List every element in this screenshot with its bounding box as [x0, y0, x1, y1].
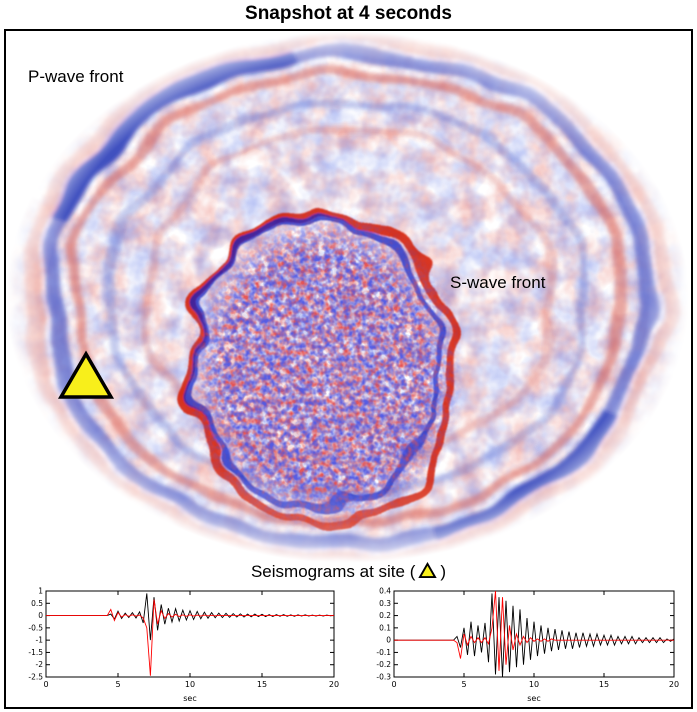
y-tick-label: 1 [38, 587, 43, 596]
y-tick-label: -2 [36, 660, 44, 669]
x-axis-label: sec [183, 694, 197, 703]
y-tick-label: 0.2 [379, 611, 391, 620]
x-tick-label: 10 [529, 680, 539, 689]
y-tick-label: 0.3 [379, 599, 391, 608]
s-wave-front-label: S-wave front [450, 273, 546, 292]
seismograms-title-suffix: ) [440, 562, 447, 581]
y-tick-label: 0.5 [31, 599, 43, 608]
plot-frame [393, 590, 675, 678]
x-tick-label: 0 [43, 680, 48, 689]
seismograms-title: Seismograms at site () [6, 562, 691, 582]
plot-frame [45, 590, 335, 678]
y-tick-label: -2.5 [28, 673, 43, 682]
wavefield-body [6, 31, 689, 563]
x-tick-label: 0 [391, 680, 396, 689]
x-tick-label: 15 [257, 680, 267, 689]
y-tick-label: -1 [36, 636, 44, 645]
y-tick-label: -1.5 [28, 648, 43, 657]
y-tick-label: -0.2 [376, 660, 391, 669]
y-tick-label: 0.4 [379, 587, 391, 596]
y-tick-label: 0 [386, 636, 391, 645]
y-tick-label: -0.1 [376, 648, 391, 657]
x-tick-label: 20 [669, 680, 679, 689]
p-wave-front-label: P-wave front [28, 67, 124, 86]
figure-title: Snapshot at 4 seconds [245, 3, 452, 24]
x-tick-label: 15 [599, 680, 609, 689]
trace-red [394, 590, 674, 671]
x-tick-label: 10 [185, 680, 195, 689]
wavefield-image [6, 31, 689, 563]
seismograms-title-prefix: Seismograms at site ( [250, 562, 416, 581]
y-tick-label: -0.3 [376, 673, 391, 682]
trace-red [46, 599, 334, 676]
y-tick-label: -0.5 [28, 623, 43, 632]
scattered-core [6, 31, 689, 563]
figure-frame: P-wave front S-wave front Seismograms at… [4, 29, 693, 709]
x-tick-label: 5 [461, 680, 466, 689]
x-axis-label: sec [527, 694, 541, 703]
site-marker-triangle-icon [57, 350, 115, 399]
site-triangle-icon [418, 562, 438, 579]
y-tick-label: 0 [38, 611, 43, 620]
x-tick-label: 5 [115, 680, 120, 689]
x-tick-label: 20 [329, 680, 339, 689]
y-tick-label: 0.1 [379, 623, 391, 632]
